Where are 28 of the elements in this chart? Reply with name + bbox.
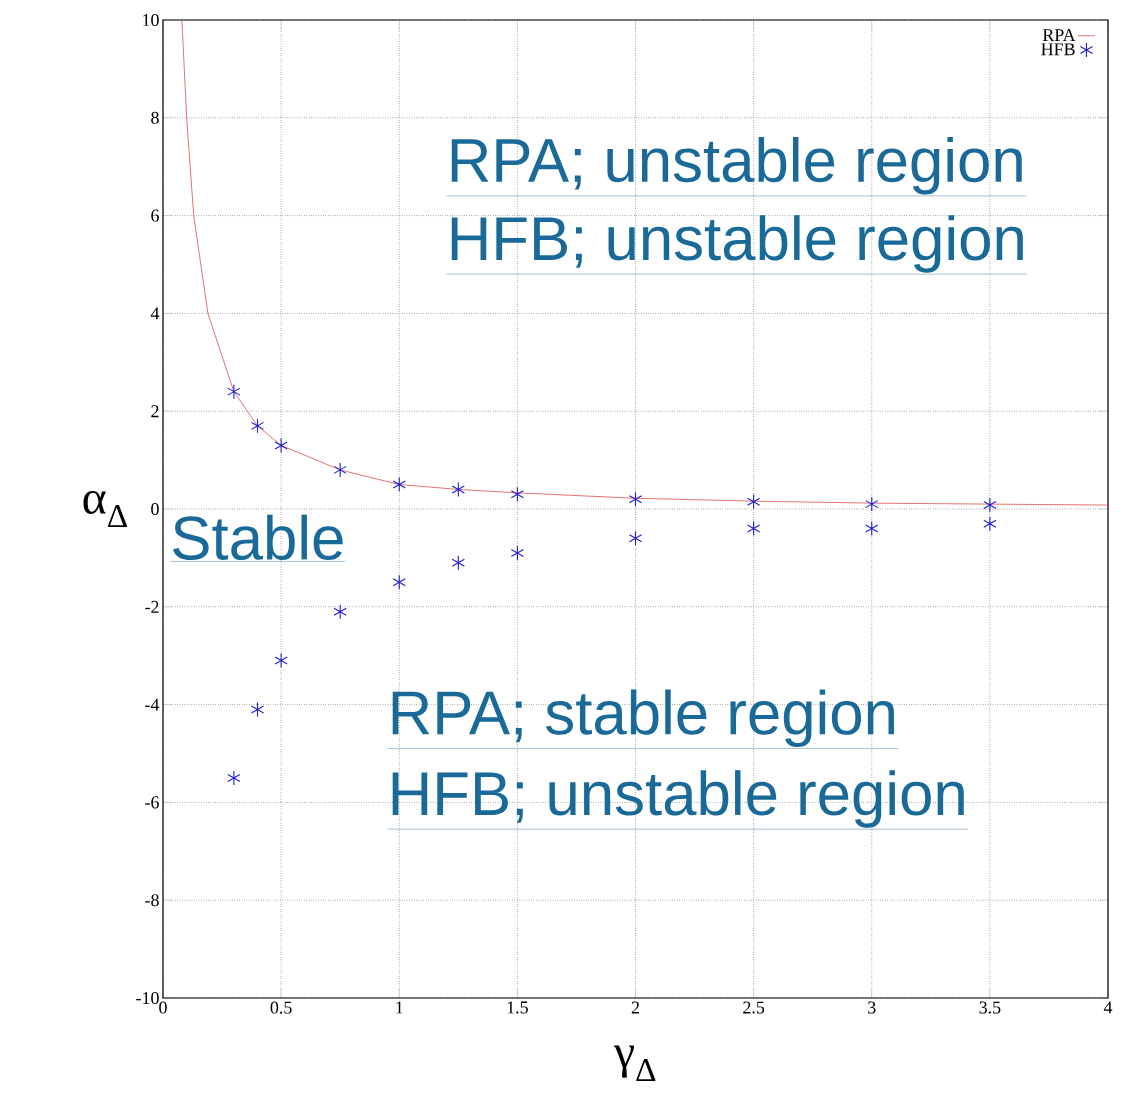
y-tick-label: 0	[151, 502, 159, 516]
y-tick-label: 2	[151, 405, 159, 418]
y-tick-label: 10	[143, 13, 159, 27]
y-tick-label: 6	[151, 209, 159, 222]
legend-label: RPA	[1042, 29, 1076, 41]
y-axis-title: α$_{Δ}$	[83, 490, 127, 528]
x-tick-label: 2.5	[743, 1001, 765, 1014]
legend-label: HFB	[1041, 43, 1075, 56]
y-tick-label: -10	[136, 991, 159, 1005]
y-tick-label: -4	[145, 698, 160, 711]
x-tick-label: 0.5	[270, 1001, 292, 1014]
x-axis-title: γ$_{Δ}$	[613, 1045, 656, 1082]
annotation: HFB; unstable region	[451, 215, 1023, 273]
x-tick-label: 3.5	[979, 1001, 1001, 1014]
annotation: RPA; unstable region	[451, 136, 1022, 195]
y-tick-label: -2	[145, 600, 159, 613]
x-tick-label: 3	[868, 1001, 876, 1014]
y-tick-label: 8	[151, 111, 159, 124]
y-tick-label: -8	[145, 894, 159, 907]
annotation: Stable	[173, 514, 343, 561]
y-tick-label: 4	[150, 307, 160, 320]
x-tick-label: 4	[1103, 1001, 1113, 1014]
x-tick-label: 1	[396, 1001, 403, 1014]
y-tick-label: -6	[145, 796, 159, 809]
annotation: HFB; unstable region	[392, 770, 964, 828]
x-tick-label: 2	[631, 1001, 640, 1014]
x-tick-label: 1.5	[507, 1001, 528, 1014]
annotation: RPA; stable region	[392, 689, 894, 748]
